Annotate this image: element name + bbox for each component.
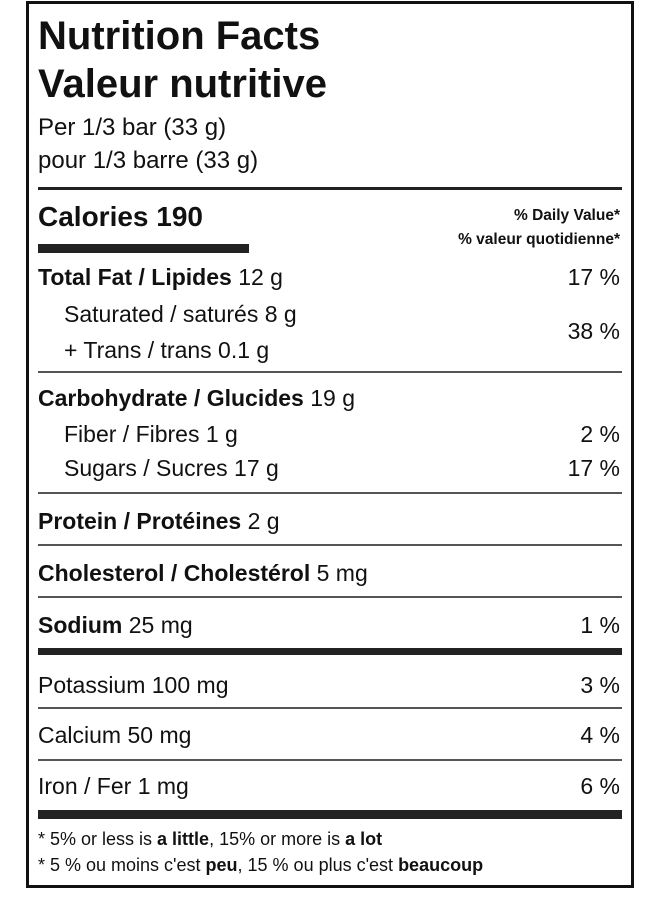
label: Cholesterol / Cholestérol [38,560,311,586]
text: a little [157,829,210,849]
row-sodium: Sodium 25 mg [38,614,193,637]
label: Saturated / saturés [64,301,259,327]
nutrition-label [26,1,634,888]
text: * 5% or less is [38,829,158,849]
label: Total Fat / Lipides [38,264,232,290]
dv-saturated-trans: 38 % [567,318,620,344]
dv-potassium: 3 % [580,672,620,698]
footnote-fr: * 5 % ou moins c'est peu, 15 % ou plus c… [38,856,483,874]
dv-sodium: 1 % [580,612,620,638]
text: * 5 % ou moins c'est [38,855,206,875]
row-carbohydrate: Carbohydrate / Glucides 19 g [38,387,355,410]
title-en: Nutrition Facts [38,14,321,58]
label: Protein / Protéines [38,508,242,534]
text: peu [205,855,238,875]
text: , 15 % ou plus c'est [237,855,399,875]
label: + Trans / trans [64,337,212,363]
label: Calcium [38,722,122,748]
serving-en: Per 1/3 bar (33 g) [38,114,227,141]
row-sugars: Sugars / Sucres 17 g [64,457,279,480]
dv-fiber: 2 % [580,421,620,447]
text: beaucoup [398,855,484,875]
dv-sugars: 17 % [567,455,620,481]
divider [38,759,622,761]
row-cholesterol: Cholesterol / Cholestérol 5 mg [38,562,368,585]
amount: 19 g [310,385,356,411]
row-iron: Iron / Fer 1 mg [38,775,189,798]
row-protein: Protein / Protéines 2 g [38,510,280,533]
title-fr: Valeur nutritive [38,62,327,106]
amount: 2 g [247,508,280,534]
amount: 1 mg [137,773,189,799]
row-potassium: Potassium 100 mg [38,674,228,697]
amount: 5 mg [316,560,368,586]
label: Iron / Fer [38,773,132,799]
label: Sodium [38,612,123,638]
row-calcium: Calcium 50 mg [38,724,191,747]
divider [38,371,622,373]
text: , 15% or more is [209,829,346,849]
amount: 0.1 g [218,337,270,363]
thick-divider [38,648,622,655]
amount: 12 g [238,264,283,290]
row-trans: + Trans / trans 0.1 g [64,339,269,362]
row-saturated: Saturated / saturés 8 g [64,303,297,326]
amount: 50 mg [127,722,192,748]
label: Sugars / Sucres [64,455,228,481]
label: Carbohydrate / Glucides [38,385,304,411]
divider [38,707,622,709]
dv-calcium: 4 % [580,722,620,748]
divider [38,544,622,546]
label: Fiber / Fibres [64,421,200,447]
dv-iron: 6 % [580,773,620,799]
row-fiber: Fiber / Fibres 1 g [64,423,238,446]
amount: 25 mg [128,612,193,638]
daily-value-fr: % valeur quotidienne* [458,231,620,248]
daily-value-en: % Daily Value* [514,207,620,224]
serving-fr: pour 1/3 barre (33 g) [38,147,259,174]
amount: 1 g [205,421,238,447]
thick-divider [38,810,622,819]
amount: 17 g [234,455,279,481]
calories: Calories 190 [38,203,203,231]
dv-total-fat: 17 % [567,264,620,290]
label: Potassium [38,672,146,698]
calories-bar [38,244,249,253]
calories-label: Calories [38,201,149,232]
row-total-fat: Total Fat / Lipides 12 g [38,266,283,289]
calories-value: 190 [156,201,203,232]
divider [38,187,622,190]
divider [38,596,622,598]
divider [38,492,622,494]
amount: 8 g [264,301,297,327]
footnote-en: * 5% or less is a little, 15% or more is… [38,830,382,848]
amount: 100 mg [151,672,229,698]
text: a lot [345,829,383,849]
